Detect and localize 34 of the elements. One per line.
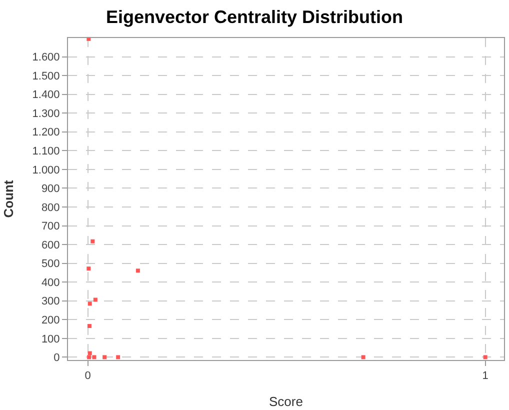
y-tick-label: 1.000 (32, 164, 60, 176)
point (116, 355, 120, 360)
y-axis-title: Count (1, 180, 16, 218)
point (361, 355, 366, 360)
y-tick-label: 800 (41, 202, 60, 214)
y-tick-label: 1.400 (32, 89, 60, 102)
x-axis-title: Score (269, 394, 303, 409)
point (136, 268, 140, 273)
y-tick-label: 700 (41, 220, 60, 233)
y-tick-label: 0 (54, 352, 60, 364)
point (87, 324, 92, 328)
chart-title: Eigenvector Centrality Distribution (106, 6, 404, 27)
point (88, 351, 92, 356)
x-tick-label: 1 (482, 370, 488, 382)
y-tick-label: 1.300 (32, 108, 60, 120)
point (102, 355, 107, 360)
y-tick-label: 100 (41, 333, 60, 346)
point (483, 355, 488, 360)
y-tick-label: 900 (41, 183, 60, 196)
point (92, 355, 96, 360)
y-tick-label: 400 (41, 276, 60, 289)
y-tick-label: 600 (41, 239, 60, 252)
y-tick-label: 1.600 (32, 52, 60, 64)
y-tick-label: 500 (41, 258, 60, 270)
y-tick-label: 1.500 (32, 70, 60, 82)
y-tick-label: 300 (41, 296, 60, 308)
y-tick-label: 1.200 (32, 126, 60, 139)
point (86, 266, 91, 271)
point (88, 302, 92, 306)
point (93, 298, 98, 302)
point (90, 239, 95, 244)
point (87, 355, 92, 360)
y-tick-label: 200 (41, 314, 60, 326)
y-tick-label: 1.100 (32, 146, 60, 158)
